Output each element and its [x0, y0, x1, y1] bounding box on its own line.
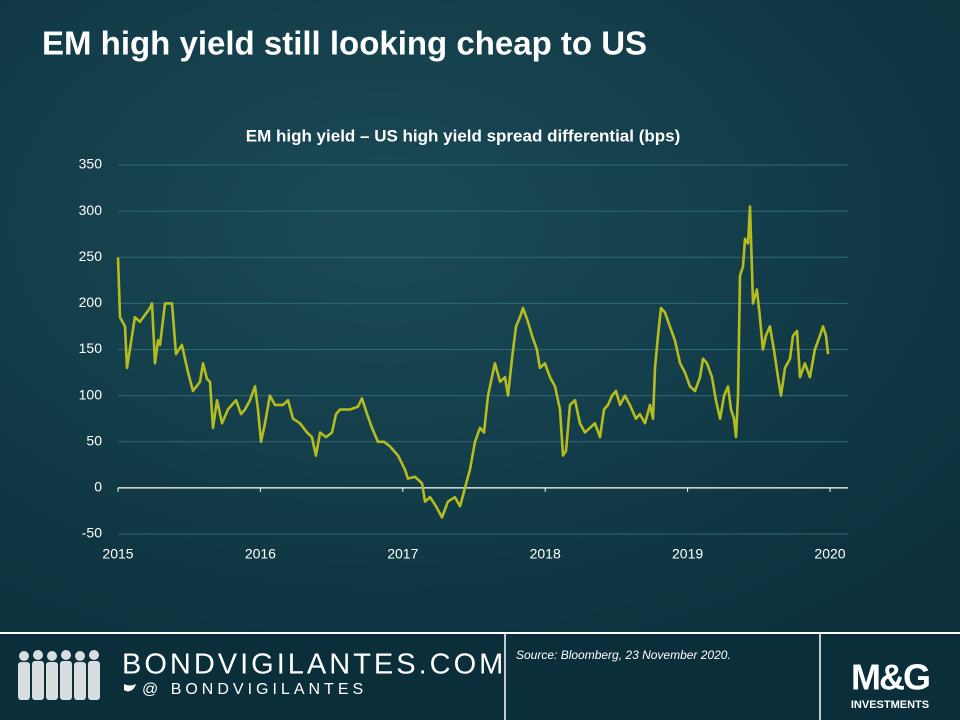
- brand-sub: INVESTMENTS: [851, 699, 929, 711]
- y-tick-label: 300: [79, 202, 103, 218]
- bird-icon: [124, 684, 136, 692]
- y-tick-label: 350: [79, 156, 103, 172]
- footer-band: [0, 632, 960, 720]
- y-tick-label: 250: [79, 248, 103, 264]
- x-tick-label: 2016: [245, 546, 276, 562]
- y-tick-label: 50: [86, 432, 102, 448]
- x-tick-label: 2020: [814, 546, 845, 562]
- people-icon: [18, 650, 100, 700]
- x-tick-label: 2018: [530, 546, 561, 562]
- brand-logo: M&G: [851, 657, 929, 698]
- chart-title: EM high yield – US high yield spread dif…: [246, 126, 681, 145]
- x-tick-label: 2019: [672, 546, 703, 562]
- y-tick-label: 200: [79, 294, 103, 310]
- y-tick-label: -50: [82, 525, 102, 541]
- x-tick-label: 2017: [387, 546, 418, 562]
- background: [0, 0, 960, 632]
- source-note: Source: Bloomberg, 23 November 2020.: [516, 648, 731, 662]
- site-name: BONDVIGILANTES.COM: [122, 649, 506, 681]
- data-line: [116, 205, 830, 519]
- y-tick-label: 100: [79, 386, 103, 402]
- y-tick-label: 150: [79, 340, 103, 356]
- y-tick-label: 0: [94, 479, 102, 495]
- handle: @ BONDVIGILANTES: [142, 681, 367, 698]
- slide-title: EM high yield still looking cheap to US: [42, 25, 647, 62]
- x-tick-label: 2015: [102, 546, 133, 562]
